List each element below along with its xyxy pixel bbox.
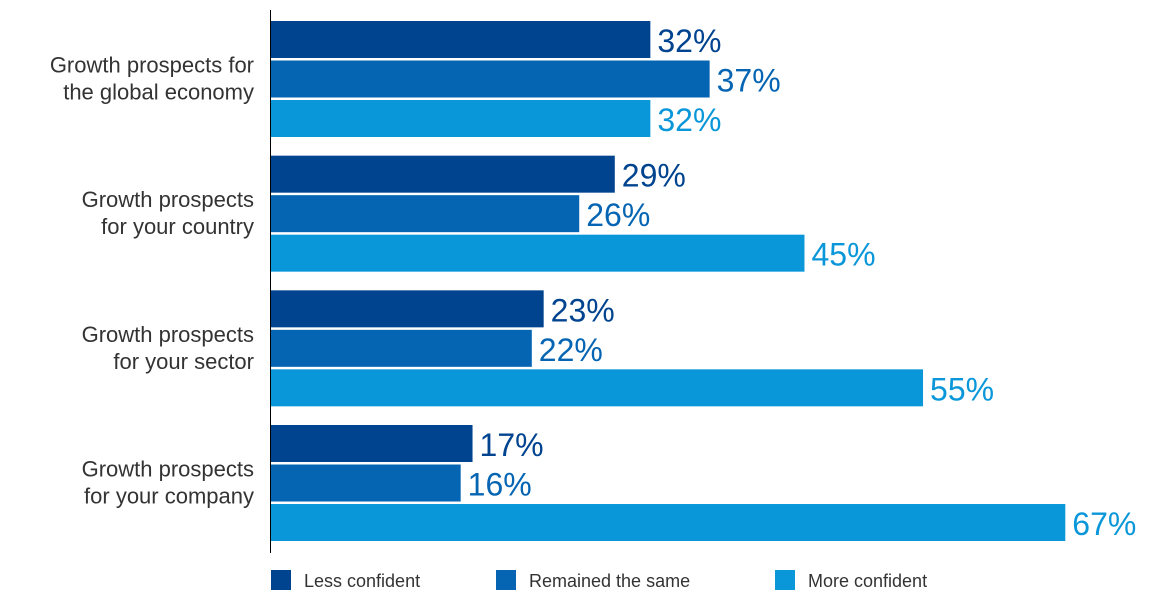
legend-label-1: Less confident bbox=[304, 571, 420, 591]
category-label-2-line-2: for your country bbox=[101, 214, 254, 239]
bar-1-3 bbox=[271, 100, 651, 137]
value-label-3-2: 22% bbox=[539, 332, 603, 368]
value-label-3-3: 55% bbox=[930, 371, 994, 407]
bar-3-3 bbox=[271, 369, 924, 407]
category-label-3-line-1: Growth prospects bbox=[82, 322, 254, 347]
bar-2-3 bbox=[271, 234, 805, 272]
category-label-1-line-2: the global economy bbox=[63, 80, 254, 105]
category-label-4-line-2: for your company bbox=[84, 484, 254, 509]
value-label-1-1: 32% bbox=[657, 23, 721, 59]
category-label-1-line-1: Growth prospects for bbox=[50, 53, 254, 78]
category-label-2-line-1: Growth prospects bbox=[82, 187, 254, 212]
legend-item-2: Remained the same bbox=[496, 570, 690, 591]
value-label-2-3: 45% bbox=[811, 237, 875, 273]
bar-2-2 bbox=[271, 195, 580, 233]
value-label-3-1: 23% bbox=[551, 292, 615, 328]
legend-swatch-1 bbox=[271, 570, 291, 590]
legend-label-2: Remained the same bbox=[529, 571, 690, 591]
value-label-1-2: 37% bbox=[717, 63, 781, 99]
bar-3-2 bbox=[271, 329, 532, 367]
bar-2-1 bbox=[271, 155, 615, 193]
value-label-1-3: 32% bbox=[657, 102, 721, 138]
value-label-4-3: 67% bbox=[1072, 506, 1136, 542]
value-label-4-2: 16% bbox=[468, 467, 532, 503]
value-labels-group: 32%37%32%29%26%45%23%22%55%17%16%67% bbox=[468, 23, 1137, 542]
value-label-4-1: 17% bbox=[480, 427, 544, 463]
category-label-3-line-2: for your sector bbox=[113, 349, 254, 374]
bar-4-3 bbox=[271, 504, 1066, 542]
legend: Less confident Remained the same More conf… bbox=[271, 570, 927, 591]
legend-swatch-3 bbox=[775, 570, 795, 590]
value-label-2-2: 26% bbox=[586, 197, 650, 233]
bars-group bbox=[271, 21, 1066, 542]
legend-item-1: Less confident bbox=[271, 570, 420, 591]
value-label-2-1: 29% bbox=[622, 158, 686, 194]
bar-4-1 bbox=[271, 425, 473, 463]
legend-item-3: More confident bbox=[775, 570, 927, 591]
bar-1-2 bbox=[271, 60, 710, 98]
bar-3-1 bbox=[271, 290, 544, 328]
category-label-4-line-1: Growth prospects bbox=[82, 457, 254, 482]
bar-1-1 bbox=[271, 21, 651, 58]
legend-label-3: More confident bbox=[808, 571, 927, 591]
bar-4-2 bbox=[271, 464, 461, 502]
legend-swatch-2 bbox=[496, 570, 516, 590]
